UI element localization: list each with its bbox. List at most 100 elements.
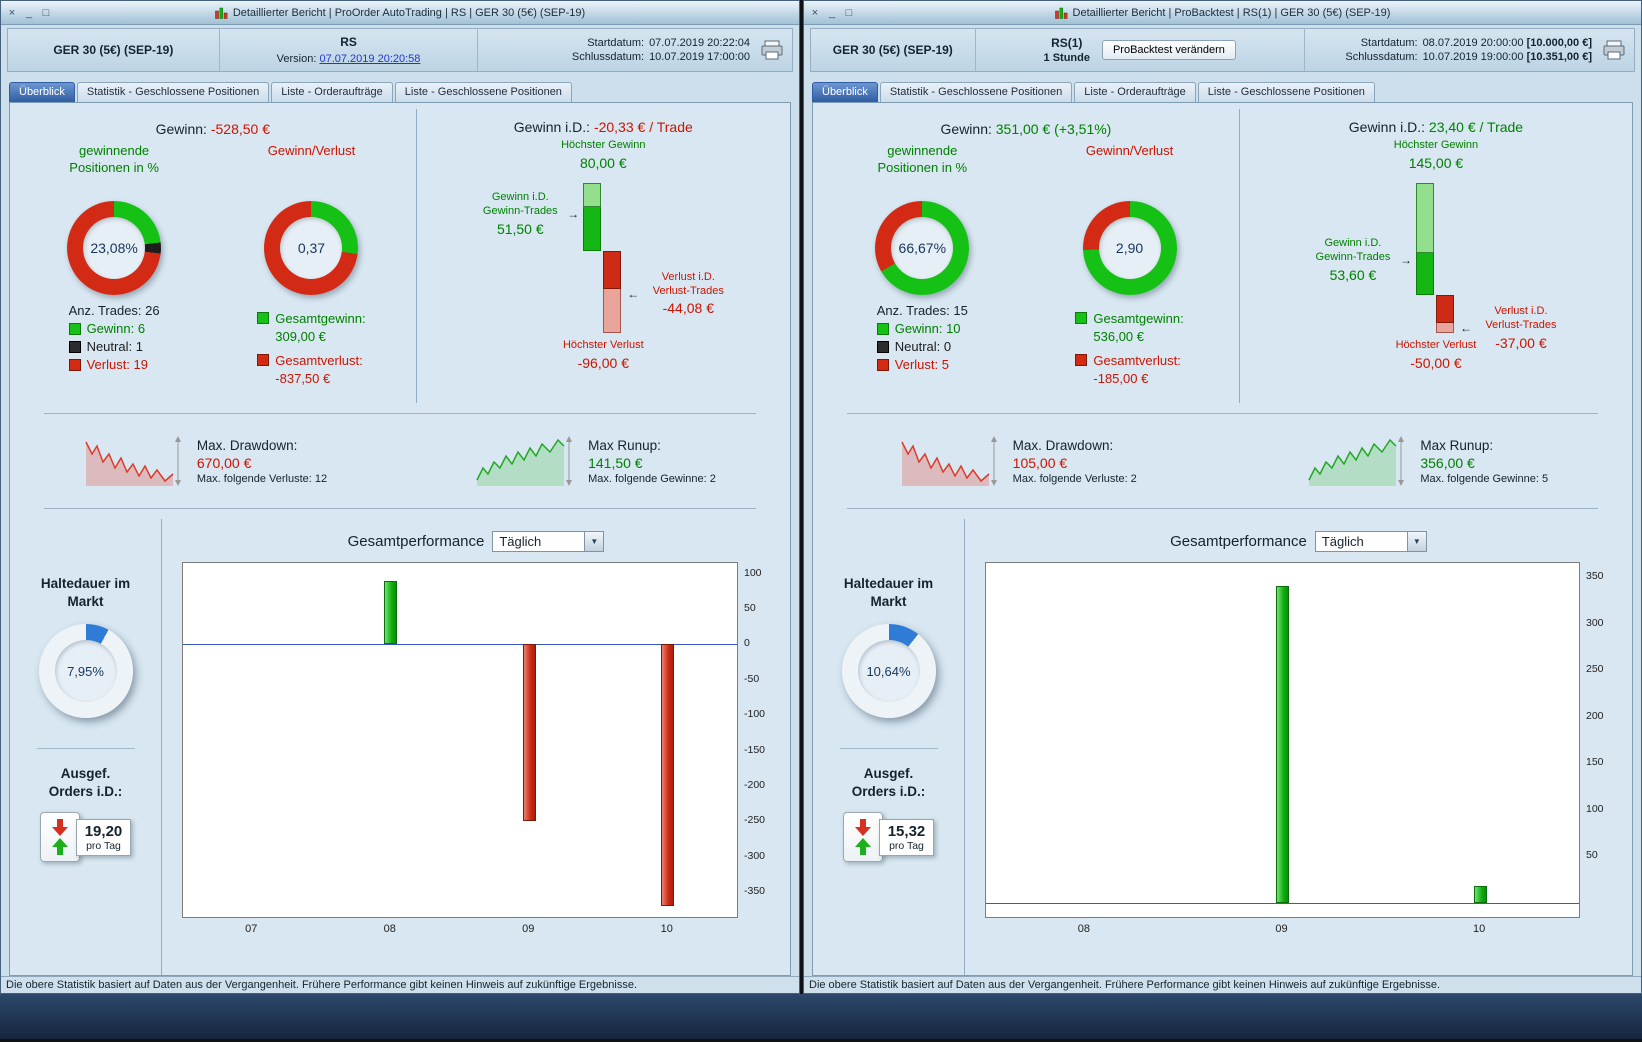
tab-bar: Überblick Statistik - Geschlossene Posit… xyxy=(9,82,791,102)
drawdown-label: Max. Drawdown: xyxy=(1012,437,1114,453)
y-tick-label: -350 xyxy=(744,885,766,898)
drawdown-value: 105,00 € xyxy=(1012,454,1068,471)
system-name: RS xyxy=(340,35,357,50)
profit-loss-ratio-title: Gewinn/Verlust xyxy=(1085,143,1174,158)
minimize-button[interactable]: _ xyxy=(25,6,33,19)
y-tick-label: 0 xyxy=(744,637,750,650)
runup-value: 356,00 € xyxy=(1420,454,1475,471)
divider xyxy=(847,413,1598,414)
performance-bar xyxy=(1276,586,1289,904)
performance-bar xyxy=(661,644,675,907)
x-axis-labels: 08 09 10 xyxy=(985,918,1580,938)
performance-bar xyxy=(384,580,398,645)
taskbar xyxy=(0,994,1642,1039)
disclaimer-text: Die obere Statistik basiert auf Daten au… xyxy=(809,979,1441,991)
avg-gain-label: Gewinn i.D. Gewinn-Trades 51,50 € → xyxy=(482,191,580,237)
print-button[interactable] xyxy=(760,40,784,60)
tab-statistics-closed-positions[interactable]: Statistik - Geschlossene Positionen xyxy=(879,82,1073,102)
avg-gain-label: Gewinn i.D. Gewinn-Trades 53,60 € → xyxy=(1315,237,1412,283)
profit-loss-ratio-donut: 2,90 xyxy=(1082,201,1177,295)
close-button[interactable]: × xyxy=(811,6,819,19)
loss-bar xyxy=(603,251,622,333)
drawdown-block: Max. Drawdown: 670,00 € Max. folgende Ve… xyxy=(10,434,400,488)
titlebar: × _ □ Detaillierter Bericht | ProOrder A… xyxy=(1,1,799,25)
profit-label: Gewinn: xyxy=(155,121,207,137)
performance-chart xyxy=(182,562,738,918)
gain-swatch xyxy=(876,322,889,335)
probacktest-edit-button[interactable]: ProBacktest verändern xyxy=(1101,40,1236,60)
chevron-down-icon[interactable]: ▼ xyxy=(584,532,604,551)
runup-sparkline-icon xyxy=(1308,436,1405,486)
date-range: Startdatum: 08.07.2019 20:00:00 [10.000,… xyxy=(1305,29,1634,71)
chevron-down-icon[interactable]: ▼ xyxy=(1406,532,1426,551)
tab-overview[interactable]: Überblick xyxy=(812,82,878,102)
end-date-label: Schlussdatum: xyxy=(571,51,645,63)
overview-panel: Gewinn: -528,50 € gewinnende Positionen … xyxy=(9,102,791,976)
desktop: × _ □ Detaillierter Bericht | ProOrder A… xyxy=(0,0,1642,994)
orders-per-day-value: 19,20 xyxy=(84,822,123,840)
profit-label: Gewinn: xyxy=(940,121,992,137)
end-date-label: Schlussdatum: xyxy=(1345,51,1418,63)
window-title: Detaillierter Bericht | ProBacktest | RS… xyxy=(1072,6,1391,19)
zero-line xyxy=(986,903,1579,905)
performance-chart xyxy=(985,562,1580,918)
tab-statistics-closed-positions[interactable]: Statistik - Geschlossene Positionen xyxy=(76,82,270,102)
y-tick-label: 50 xyxy=(1586,849,1598,862)
tab-closed-positions-list[interactable]: Liste - Geschlossene Positionen xyxy=(1197,82,1375,102)
max-loss-label: Höchster Verlust -50,00 € xyxy=(1395,339,1477,371)
performance-title: Gesamtperformance xyxy=(1170,533,1307,550)
minimize-button[interactable]: _ xyxy=(828,6,836,19)
print-button[interactable] xyxy=(1602,40,1626,60)
legend-item: Gesamtgewinn: 536,00 € xyxy=(1075,310,1184,345)
period-dropdown[interactable]: Täglich ▼ xyxy=(1314,531,1427,552)
y-tick-label: -150 xyxy=(744,743,766,756)
holding-column: Haltedauer im Markt 7,95% Ausgef. Orders… xyxy=(10,519,162,975)
gross-loss-swatch xyxy=(257,354,270,367)
report-window-autotrading: × _ □ Detaillierter Bericht | ProOrder A… xyxy=(0,0,800,994)
total-profit: Gewinn: -528,50 € xyxy=(10,121,416,137)
y-tick-label: -200 xyxy=(744,779,766,792)
trade-extremes-graphic: Höchster Gewinn 145,00 € Gewinn i.D. Gew… xyxy=(1266,137,1606,389)
start-date-label: Startdatum: xyxy=(587,37,645,49)
x-tick-label: 09 xyxy=(1275,923,1288,935)
tab-order-list[interactable]: Liste - Orderaufträge xyxy=(271,82,393,102)
legend-item: Verlust: 5 xyxy=(876,357,968,372)
tab-overview[interactable]: Überblick xyxy=(9,82,75,102)
neutral-swatch xyxy=(876,340,889,353)
y-tick-label: -300 xyxy=(744,849,766,862)
version-link[interactable]: 07.07.2019 20:20:58 xyxy=(319,52,421,65)
holding-time-donut: 7,95% xyxy=(38,624,133,719)
window-title: Detaillierter Bericht | ProOrder AutoTra… xyxy=(232,6,586,19)
end-date-value: 10.07.2019 19:00:00 [10.351,00 €] xyxy=(1422,51,1592,63)
winning-positions-title: gewinnende Positionen in % xyxy=(877,143,968,175)
profit-loss-ratio-value: 2,90 xyxy=(1115,240,1144,256)
report-icon xyxy=(1054,7,1067,19)
drawdown-block: Max. Drawdown: 105,00 € Max. folgende Ve… xyxy=(813,434,1223,488)
close-button[interactable]: × xyxy=(8,6,16,19)
window-controls: × _ □ xyxy=(810,1,854,24)
trades-legend: Anz. Trades: 26 Gewinn: 6 Neutral: 1 Ver… xyxy=(68,303,160,375)
system-version: Version: 07.07.2019 20:20:58 xyxy=(277,53,421,65)
runup-sub: Max. folgende Gewinne: 2 xyxy=(588,472,716,485)
drawdown-label: Max. Drawdown: xyxy=(196,437,298,453)
maximize-button[interactable]: □ xyxy=(845,6,853,19)
divider xyxy=(847,508,1598,509)
tab-closed-positions-list[interactable]: Liste - Geschlossene Positionen xyxy=(394,82,572,102)
winning-positions-title: gewinnende Positionen in % xyxy=(69,143,159,175)
y-tick-label: 300 xyxy=(1586,616,1604,629)
maximize-button[interactable]: □ xyxy=(42,6,50,19)
period-selected-value: Täglich xyxy=(499,534,542,549)
gain-bar xyxy=(1415,183,1434,295)
start-date-label: Startdatum: xyxy=(1360,37,1418,49)
trade-count: Anz. Trades: 15 xyxy=(876,303,968,318)
period-dropdown[interactable]: Täglich ▼ xyxy=(492,531,605,552)
max-gain-label: Höchster Gewinn 80,00 € xyxy=(561,139,646,171)
start-date-value: 08.07.2019 20:00:00 [10.000,00 €] xyxy=(1422,37,1592,49)
runup-sparkline-icon xyxy=(476,436,573,486)
instrument-name: GER 30 (5€) (SEP-19) xyxy=(8,29,220,71)
tab-order-list[interactable]: Liste - Orderaufträge xyxy=(1074,82,1196,102)
performance-header: Gesamtperformance Täglich ▼ xyxy=(965,531,1632,552)
trades-legend: Anz. Trades: 15 Gewinn: 10 Neutral: 0 Ve… xyxy=(876,303,968,375)
arrow-left-icon: ← xyxy=(1459,320,1472,335)
loss-bar xyxy=(1435,294,1454,333)
